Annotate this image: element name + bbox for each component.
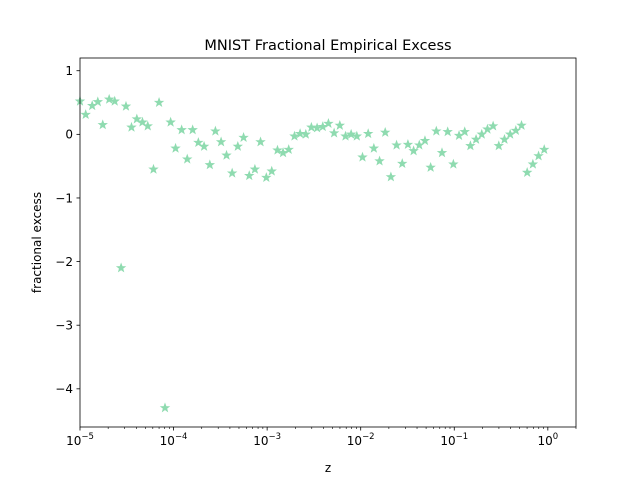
x-tick-label: 10−3 bbox=[253, 432, 281, 448]
data-point bbox=[255, 136, 266, 147]
data-point bbox=[436, 147, 448, 158]
y-tick-label: 1 bbox=[65, 64, 73, 78]
data-point bbox=[142, 120, 153, 131]
data-point bbox=[459, 126, 470, 137]
x-tick-label: 10−4 bbox=[160, 432, 188, 448]
data-point bbox=[465, 140, 476, 151]
data-point bbox=[226, 167, 238, 178]
data-point bbox=[328, 127, 340, 138]
data-point bbox=[120, 100, 132, 111]
data-point bbox=[345, 128, 357, 139]
data-point bbox=[266, 165, 277, 176]
data-point bbox=[493, 140, 505, 151]
data-point bbox=[187, 124, 198, 135]
y-tick-label: −3 bbox=[55, 319, 73, 333]
data-point bbox=[323, 118, 334, 128]
data-point bbox=[385, 171, 397, 182]
data-point bbox=[539, 144, 550, 155]
data-point bbox=[380, 126, 391, 137]
data-point bbox=[126, 121, 137, 132]
data-point bbox=[165, 116, 176, 127]
x-tick-label: 10−5 bbox=[66, 432, 94, 448]
data-point bbox=[148, 163, 159, 174]
y-tick-label: −1 bbox=[55, 191, 73, 205]
data-point bbox=[249, 163, 261, 174]
data-point bbox=[516, 119, 527, 130]
data-point bbox=[533, 150, 544, 161]
data-point bbox=[391, 139, 402, 150]
data-point bbox=[272, 144, 283, 155]
data-point bbox=[215, 136, 227, 147]
y-tick-label: −4 bbox=[55, 382, 73, 396]
data-point bbox=[362, 128, 374, 139]
data-point bbox=[159, 402, 171, 413]
data-point bbox=[425, 161, 436, 172]
data-point bbox=[261, 172, 272, 183]
data-point bbox=[193, 137, 204, 148]
data-point bbox=[521, 167, 533, 177]
data-point bbox=[92, 96, 104, 107]
data-point bbox=[487, 120, 499, 131]
data-point bbox=[210, 125, 221, 136]
data-point bbox=[232, 140, 244, 151]
data-point bbox=[419, 135, 431, 146]
data-point bbox=[357, 151, 368, 162]
data-point bbox=[115, 262, 127, 273]
data-point bbox=[153, 97, 165, 107]
y-tick-label: −2 bbox=[55, 255, 73, 269]
data-point bbox=[137, 116, 148, 127]
data-point bbox=[198, 140, 210, 151]
data-point bbox=[300, 128, 312, 139]
data-point bbox=[334, 119, 346, 130]
data-point bbox=[131, 113, 143, 124]
data-point bbox=[306, 121, 317, 132]
data-point bbox=[431, 125, 442, 136]
data-point bbox=[244, 170, 255, 181]
data-point bbox=[109, 95, 120, 106]
data-point bbox=[397, 158, 408, 169]
data-point bbox=[374, 155, 385, 166]
data-point bbox=[97, 119, 108, 130]
x-tick-label: 100 bbox=[537, 432, 558, 448]
data-point bbox=[204, 159, 216, 170]
data-point bbox=[442, 126, 453, 137]
x-tick-label: 10−2 bbox=[347, 432, 375, 448]
data-point bbox=[402, 139, 414, 149]
data-point bbox=[238, 132, 249, 142]
chart-title: MNIST Fractional Empirical Excess bbox=[204, 38, 451, 54]
y-axis-ticks: 1 0 −1 −2 −3 −4 bbox=[55, 64, 80, 396]
data-point bbox=[103, 93, 115, 104]
data-point bbox=[448, 158, 459, 169]
data-point bbox=[182, 153, 193, 164]
data-point bbox=[294, 128, 306, 139]
data-points bbox=[74, 93, 550, 413]
x-axis-label: z bbox=[325, 461, 331, 475]
data-point bbox=[80, 109, 91, 120]
data-point bbox=[289, 130, 300, 141]
data-point bbox=[368, 142, 380, 153]
data-point bbox=[221, 149, 232, 160]
data-point bbox=[527, 158, 539, 169]
data-point bbox=[408, 145, 419, 156]
data-point bbox=[176, 124, 187, 135]
data-point bbox=[170, 142, 181, 153]
data-point bbox=[283, 144, 294, 155]
data-point bbox=[351, 130, 363, 141]
y-axis-label: fractional excess bbox=[30, 192, 44, 293]
plot-frame bbox=[79, 57, 577, 428]
y-tick-label: 0 bbox=[65, 128, 73, 142]
x-tick-label: 10−1 bbox=[440, 432, 468, 448]
